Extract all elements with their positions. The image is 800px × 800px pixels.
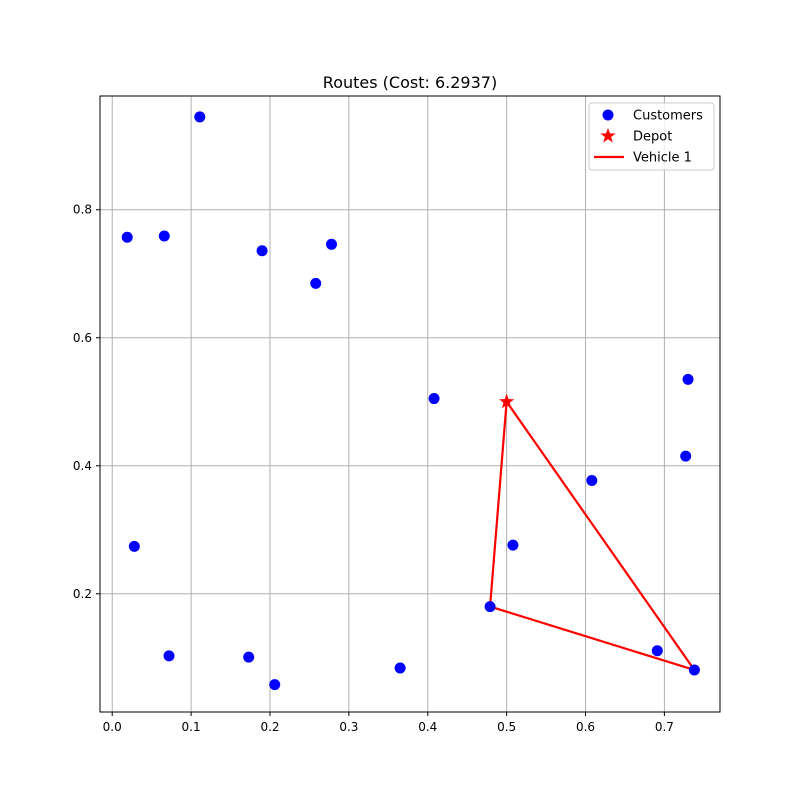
customer-point (428, 393, 440, 405)
customer-point (163, 650, 175, 662)
legend-label: Depot (633, 130, 672, 145)
customer-point (243, 651, 255, 663)
customer-point (484, 601, 496, 613)
depot-marker (499, 393, 515, 409)
x-tick-label: 0.2 (260, 720, 279, 734)
customer-point (194, 111, 206, 123)
x-tick-label: 0.4 (418, 720, 437, 734)
y-tick-label: 0.2 (73, 587, 92, 601)
customer-point (682, 373, 694, 385)
customer-point (680, 450, 692, 462)
legend-label: Customers (633, 109, 703, 124)
customer-point (651, 645, 663, 657)
x-tick-label: 0.6 (576, 720, 595, 734)
x-tick-label: 0.1 (182, 720, 201, 734)
y-tick-label: 0.4 (73, 459, 92, 473)
plot-frame (99, 95, 721, 713)
customer-point (269, 679, 281, 691)
legend-box (588, 102, 715, 171)
vehicle-1-route (488, 401, 696, 672)
customer-point (256, 245, 268, 257)
customer-point (688, 664, 700, 676)
x-axis: 0.0 0.1 0.2 0.3 0.4 0.5 0.6 0.7 (103, 712, 674, 734)
customer-point (128, 540, 140, 552)
customer-point (121, 231, 133, 243)
x-tick-label: 0.3 (339, 720, 358, 734)
customer-point (507, 539, 519, 551)
y-tick-label: 0.6 (73, 331, 92, 345)
customer-point (394, 662, 406, 674)
customer-point (326, 238, 338, 250)
customer-point (310, 277, 322, 289)
customer-point (586, 474, 598, 486)
x-tick-label: 0.0 (103, 720, 122, 734)
legend-depot-marker (600, 128, 616, 143)
legend-label: Vehicle 1 (633, 151, 692, 166)
x-tick-label: 0.5 (497, 720, 516, 734)
route-layer (488, 401, 696, 672)
customer-point (158, 230, 170, 242)
customer-points (121, 111, 700, 691)
chart-title: Routes (Cost: 6.2937) (323, 73, 497, 92)
grid (100, 96, 720, 712)
legend: Customers Depot Vehicle 1 (588, 102, 715, 171)
y-axis: 0.2 0.4 0.6 0.8 (73, 203, 100, 601)
legend-customers-marker (602, 109, 614, 121)
depot-layer (499, 393, 515, 409)
y-tick-label: 0.8 (73, 203, 92, 217)
x-tick-label: 0.7 (655, 720, 674, 734)
